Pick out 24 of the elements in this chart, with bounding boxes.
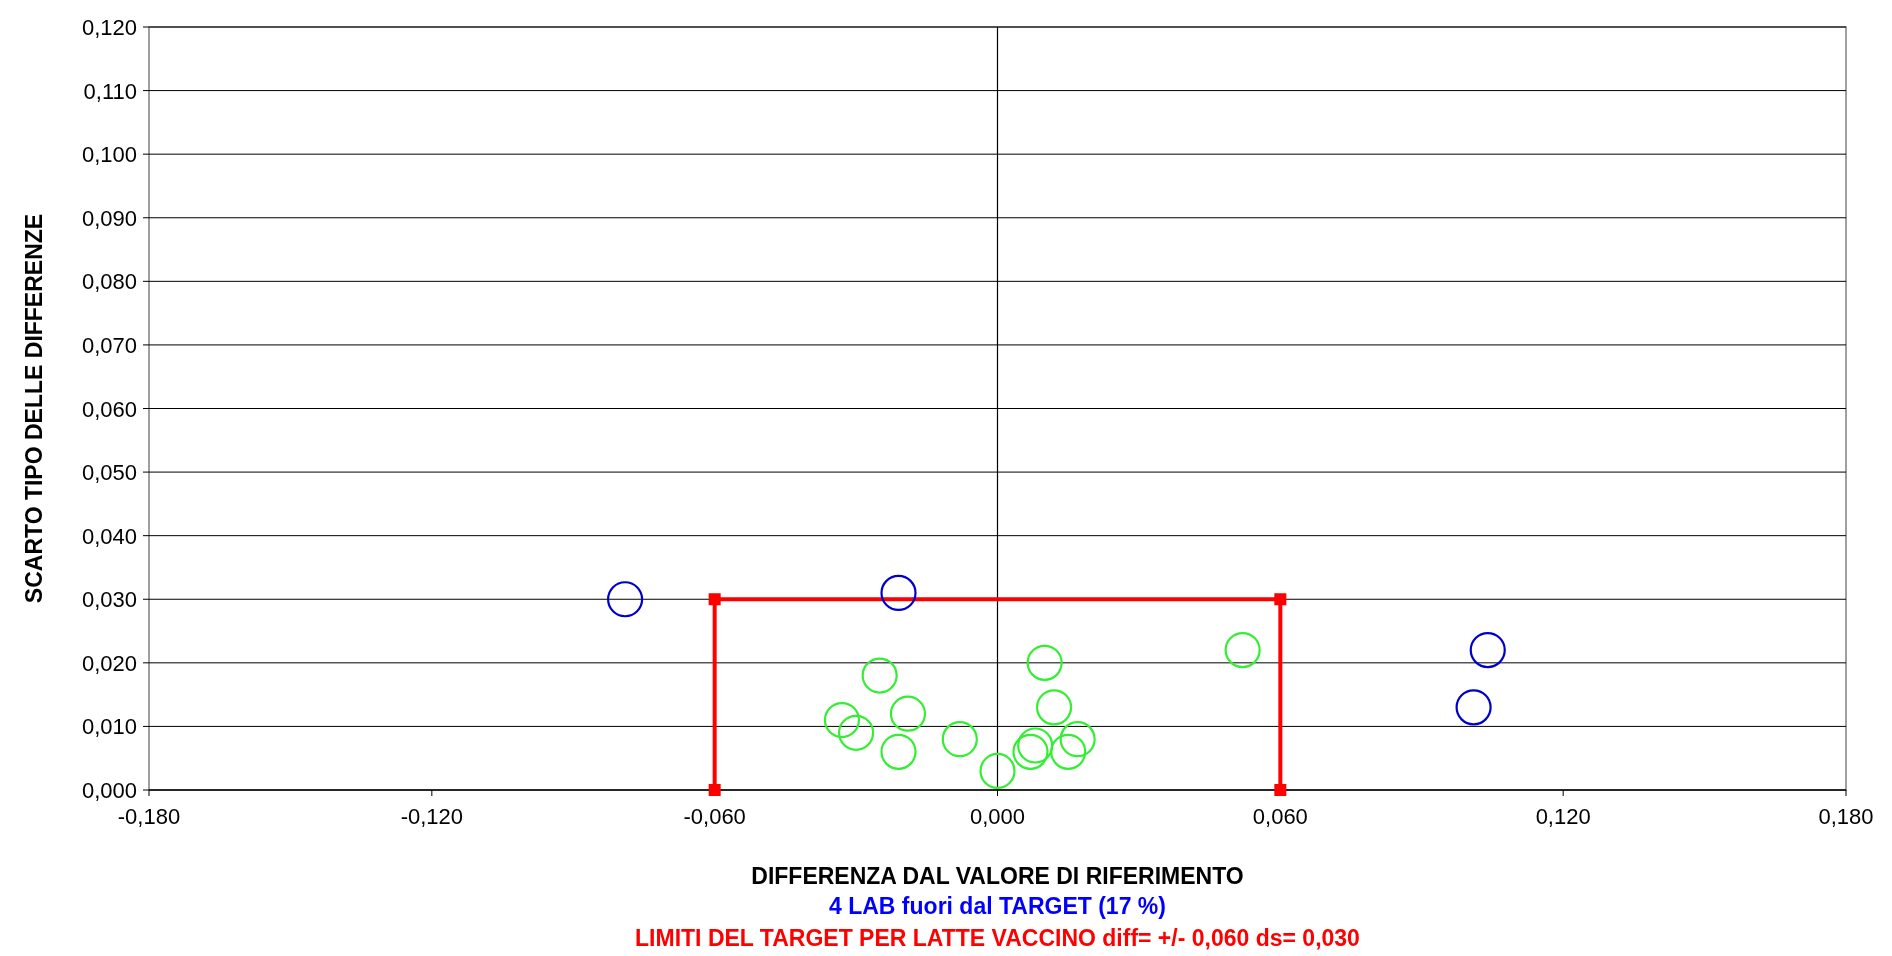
y-tick-label: 0,070 [81, 332, 137, 358]
x-tick-label: -0,120 [400, 804, 464, 829]
text: LIMITI DEL TARGET PER LATTE VACCINO diff= +/- 0,060 ds= 0,030 [635, 925, 1360, 951]
y-axis-title: SCARTO TIPO DELLE DIFFERENZE [21, 213, 47, 604]
y-tick-label: 0,030 [81, 587, 137, 613]
x-tick-label: 0,000 [969, 804, 1026, 829]
x-tick-label: 0,120 [1535, 804, 1591, 829]
y-tick-label: 0,110 [83, 78, 137, 104]
y-tick-label: 0,000 [81, 778, 137, 803]
text: 4 LAB fuori dal TARGET (17 %) [829, 893, 1166, 919]
y-tick-label: 0,010 [81, 714, 137, 740]
y-tick-label: 0,050 [81, 460, 137, 486]
x-tick-label: -0,060 [683, 804, 746, 829]
x-tick-label: -0,180 [117, 804, 181, 829]
y-tick-label: 0,020 [81, 650, 137, 676]
y-tick-label: 0,040 [81, 523, 137, 549]
y-tick-label: 0,090 [81, 205, 137, 231]
x-axis-title: DIFFERENZA DAL VALORE DI RIFERIMENTO [751, 863, 1244, 889]
y-tick-label: 0,100 [81, 142, 137, 168]
x-tick-label: 0,180 [1818, 804, 1874, 829]
y-tick-label: 0,120 [81, 15, 137, 40]
x-tick-label: 0,060 [1252, 804, 1308, 829]
y-tick-label: 0,060 [81, 396, 137, 422]
y-tick-label: 0,080 [81, 269, 137, 295]
